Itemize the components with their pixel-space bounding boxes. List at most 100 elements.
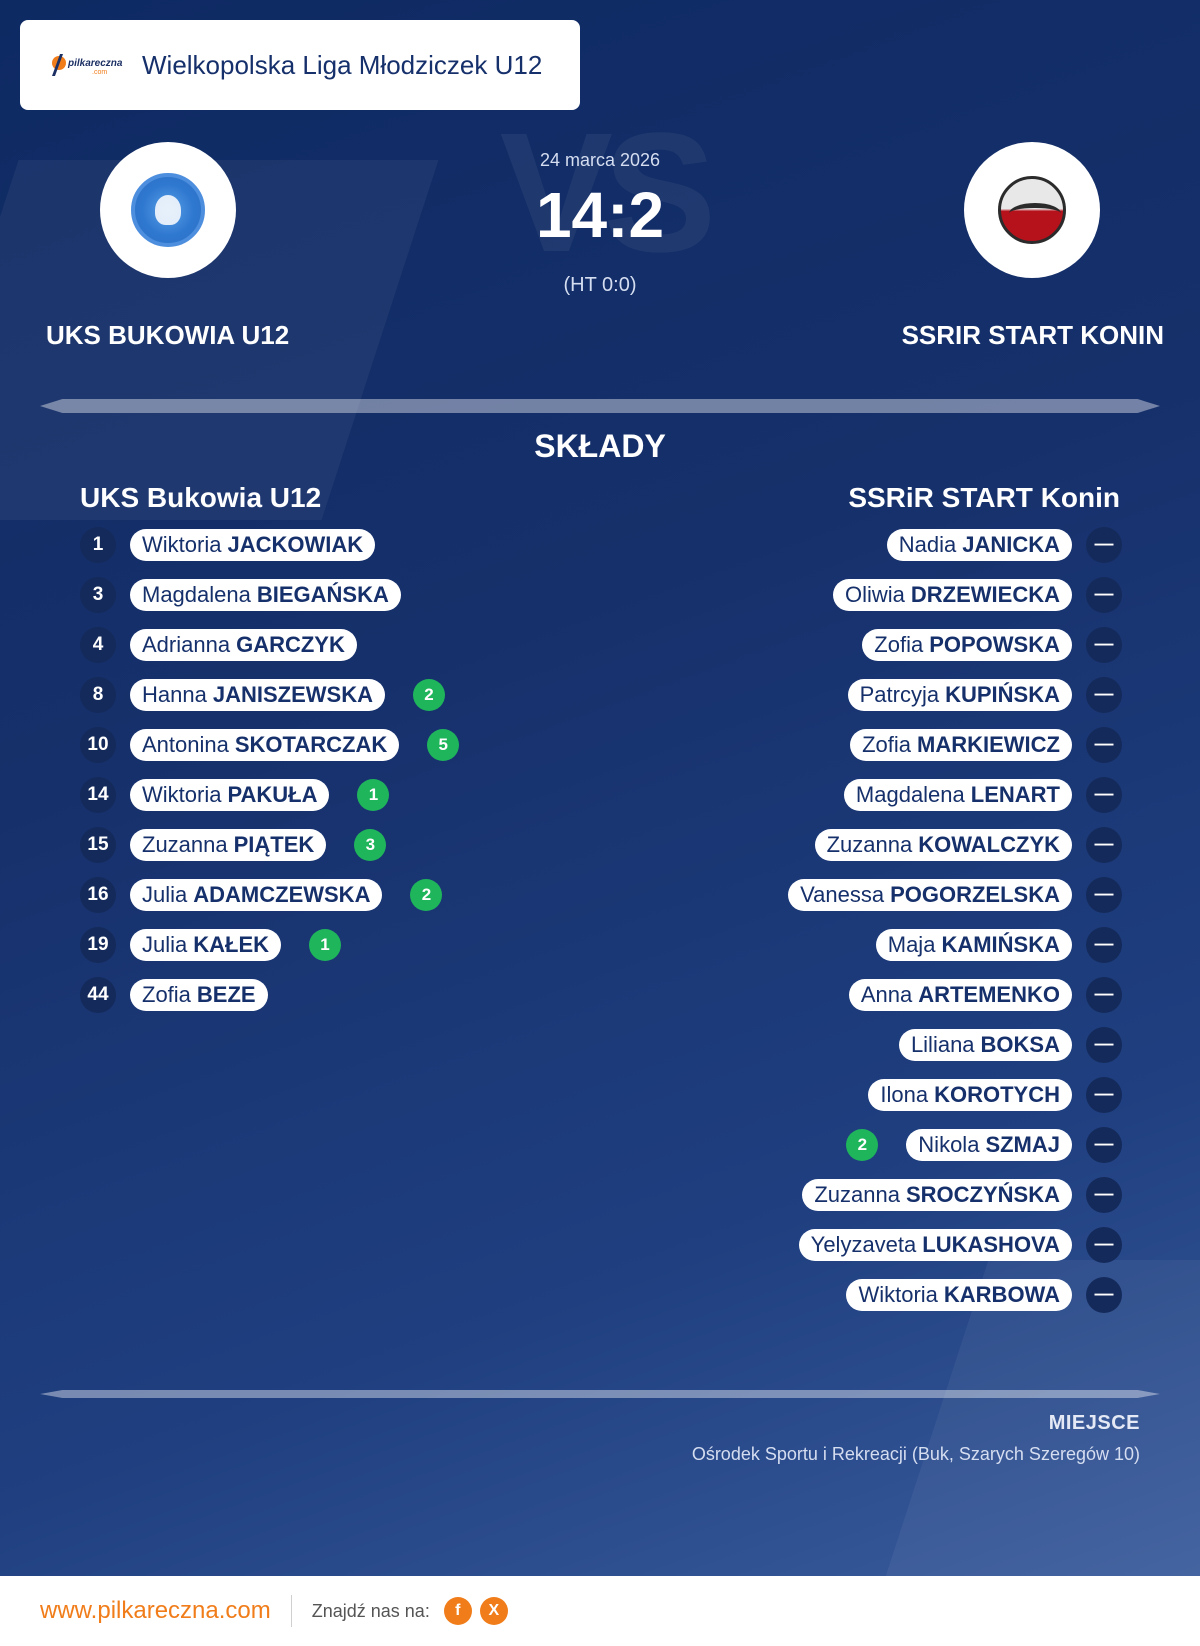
player-number: 14 [80,777,116,813]
player-row: 14 Wiktoria PAKUŁA 1 [80,777,390,813]
player-number: 4 [80,627,116,663]
player-last-name: BOKSA [980,1032,1060,1057]
player-name: Liliana BOKSA [898,1029,1072,1061]
player-name: Nadia JANICKA [886,529,1072,561]
player-row: Zuzanna SROCZYŃSKA — [802,1177,1122,1213]
player-last-name: MARKIEWICZ [917,732,1060,757]
player-name: Antonina SKOTARCZAK [130,729,400,761]
player-first-name: Zuzanna [826,832,913,857]
player-last-name: GARCZYK [236,632,345,657]
player-name: Vanessa POGORZELSKA [788,879,1072,911]
player-last-name: LUKASHOVA [922,1232,1060,1257]
player-name: Zuzanna PIĄTEK [130,829,327,861]
player-row: Ilona KOROTYCH — [868,1077,1122,1113]
home-team-logo [100,142,236,278]
player-row: Zofia MARKIEWICZ — [850,727,1122,763]
goals-badge: 1 [309,929,342,961]
vs-watermark: VS [499,98,717,288]
player-number: — [1086,1077,1122,1113]
player-number: 44 [80,977,116,1013]
player-last-name: ARTEMENKO [918,982,1060,1007]
player-number: — [1086,977,1122,1013]
player-number: — [1086,1027,1122,1063]
goals-badge: 2 [412,679,445,711]
player-last-name: ADAMCZEWSKA [193,882,371,907]
player-name: Wiktoria KARBOWA [846,1279,1072,1311]
site-link[interactable]: www.pilkareczna.com [40,1597,271,1624]
final-score: 14:2 [535,179,665,251]
match-poster: VS pilkareczna .com Wielkopolska Liga Mł… [0,0,1200,1576]
player-name: Oliwia DRZEWIECKA [832,579,1072,611]
player-first-name: Zuzanna [142,832,228,857]
player-number: 8 [80,677,116,713]
player-row: Liliana BOKSA — [898,1027,1122,1063]
x-icon[interactable]: X [479,1597,508,1625]
player-number: 19 [80,927,116,963]
social-label: Znajdź nas na: [311,1600,430,1621]
player-name: Maja KAMIŃSKA [875,929,1072,961]
player-number: 10 [80,727,116,763]
halftime-score: (HT 0:0) [563,274,637,296]
logo-text: pilkareczna [68,58,123,69]
away-team-name: SSRIR START KONIN [901,320,1164,350]
player-last-name: SROCZYŃSKA [905,1182,1060,1207]
player-row: 1 Wiktoria JACKOWIAK [80,527,376,563]
player-last-name: KAŁEK [193,932,270,957]
site-logo[interactable]: pilkareczna .com [50,50,123,80]
player-name: Julia KAŁEK [130,929,282,961]
home-team-name: UKS BUKOWIA U12 [46,320,290,350]
facebook-icon[interactable]: f [443,1597,472,1625]
player-name: Yelyzaveta LUKASHOVA [798,1229,1072,1261]
player-first-name: Adrianna [142,632,231,657]
player-row: Zuzanna KOWALCZYK — [814,827,1122,863]
player-first-name: Nikola [918,1132,980,1157]
player-first-name: Zofia [862,732,912,757]
player-first-name: Ilona [880,1082,929,1107]
player-row: Patrcyja KUPIŃSKA — [847,677,1122,713]
player-number: 3 [80,577,116,613]
player-first-name: Wiktoria [142,532,222,557]
home-lineup-title: UKS Bukowia U12 [80,482,322,513]
player-number: — [1086,827,1122,863]
start-konin-crest-icon [998,176,1066,244]
player-number: — [1086,727,1122,763]
ball-icon [52,56,66,70]
player-row: Magdalena LENART — [843,777,1122,813]
player-row: 15 Zuzanna PIĄTEK 3 [80,827,387,863]
player-name: Wiktoria PAKUŁA [130,779,330,811]
player-name: Anna ARTEMENKO [848,979,1072,1011]
player-number: 1 [80,527,116,563]
player-first-name: Julia [142,932,188,957]
divider [40,1390,1160,1398]
player-first-name: Liliana [910,1032,975,1057]
player-row: 16 Julia ADAMCZEWSKA 2 [80,877,443,913]
player-number: — [1086,677,1122,713]
player-first-name: Zofia [142,982,191,1007]
player-name: Zofia MARKIEWICZ [850,729,1072,761]
player-last-name: KOWALCZYK [918,832,1060,857]
lineups-title: SKŁADY [534,428,666,464]
player-name: Hanna JANISZEWSKA [130,679,385,711]
player-last-name: POPOWSKA [929,632,1060,657]
player-first-name: Vanessa [800,882,885,907]
player-row: 19 Julia KAŁEK 1 [80,927,342,963]
player-first-name: Oliwia [844,582,905,607]
divider [40,399,1160,413]
player-number: — [1086,1277,1122,1313]
player-row: Oliwia DRZEWIECKA — [832,577,1122,613]
player-name: Ilona KOROTYCH [868,1079,1072,1111]
player-last-name: BEZE [196,982,256,1007]
player-row: 4 Adrianna GARCZYK [80,627,357,663]
player-last-name: SZMAJ [985,1132,1060,1157]
league-title: Wielkopolska Liga Młodziczek U12 [142,49,543,80]
goals-badge: 2 [846,1129,879,1161]
player-last-name: KAMIŃSKA [941,932,1060,957]
player-first-name: Magdalena [142,582,251,607]
player-first-name: Antonina [142,732,229,757]
player-last-name: DRZEWIECKA [910,582,1060,607]
player-first-name: Wiktoria [858,1282,938,1307]
player-name: Nikola SZMAJ [906,1129,1072,1161]
player-row: 8 Hanna JANISZEWSKA 2 [80,677,445,713]
player-number: — [1086,1227,1122,1263]
logo-domain: .com [92,69,108,76]
